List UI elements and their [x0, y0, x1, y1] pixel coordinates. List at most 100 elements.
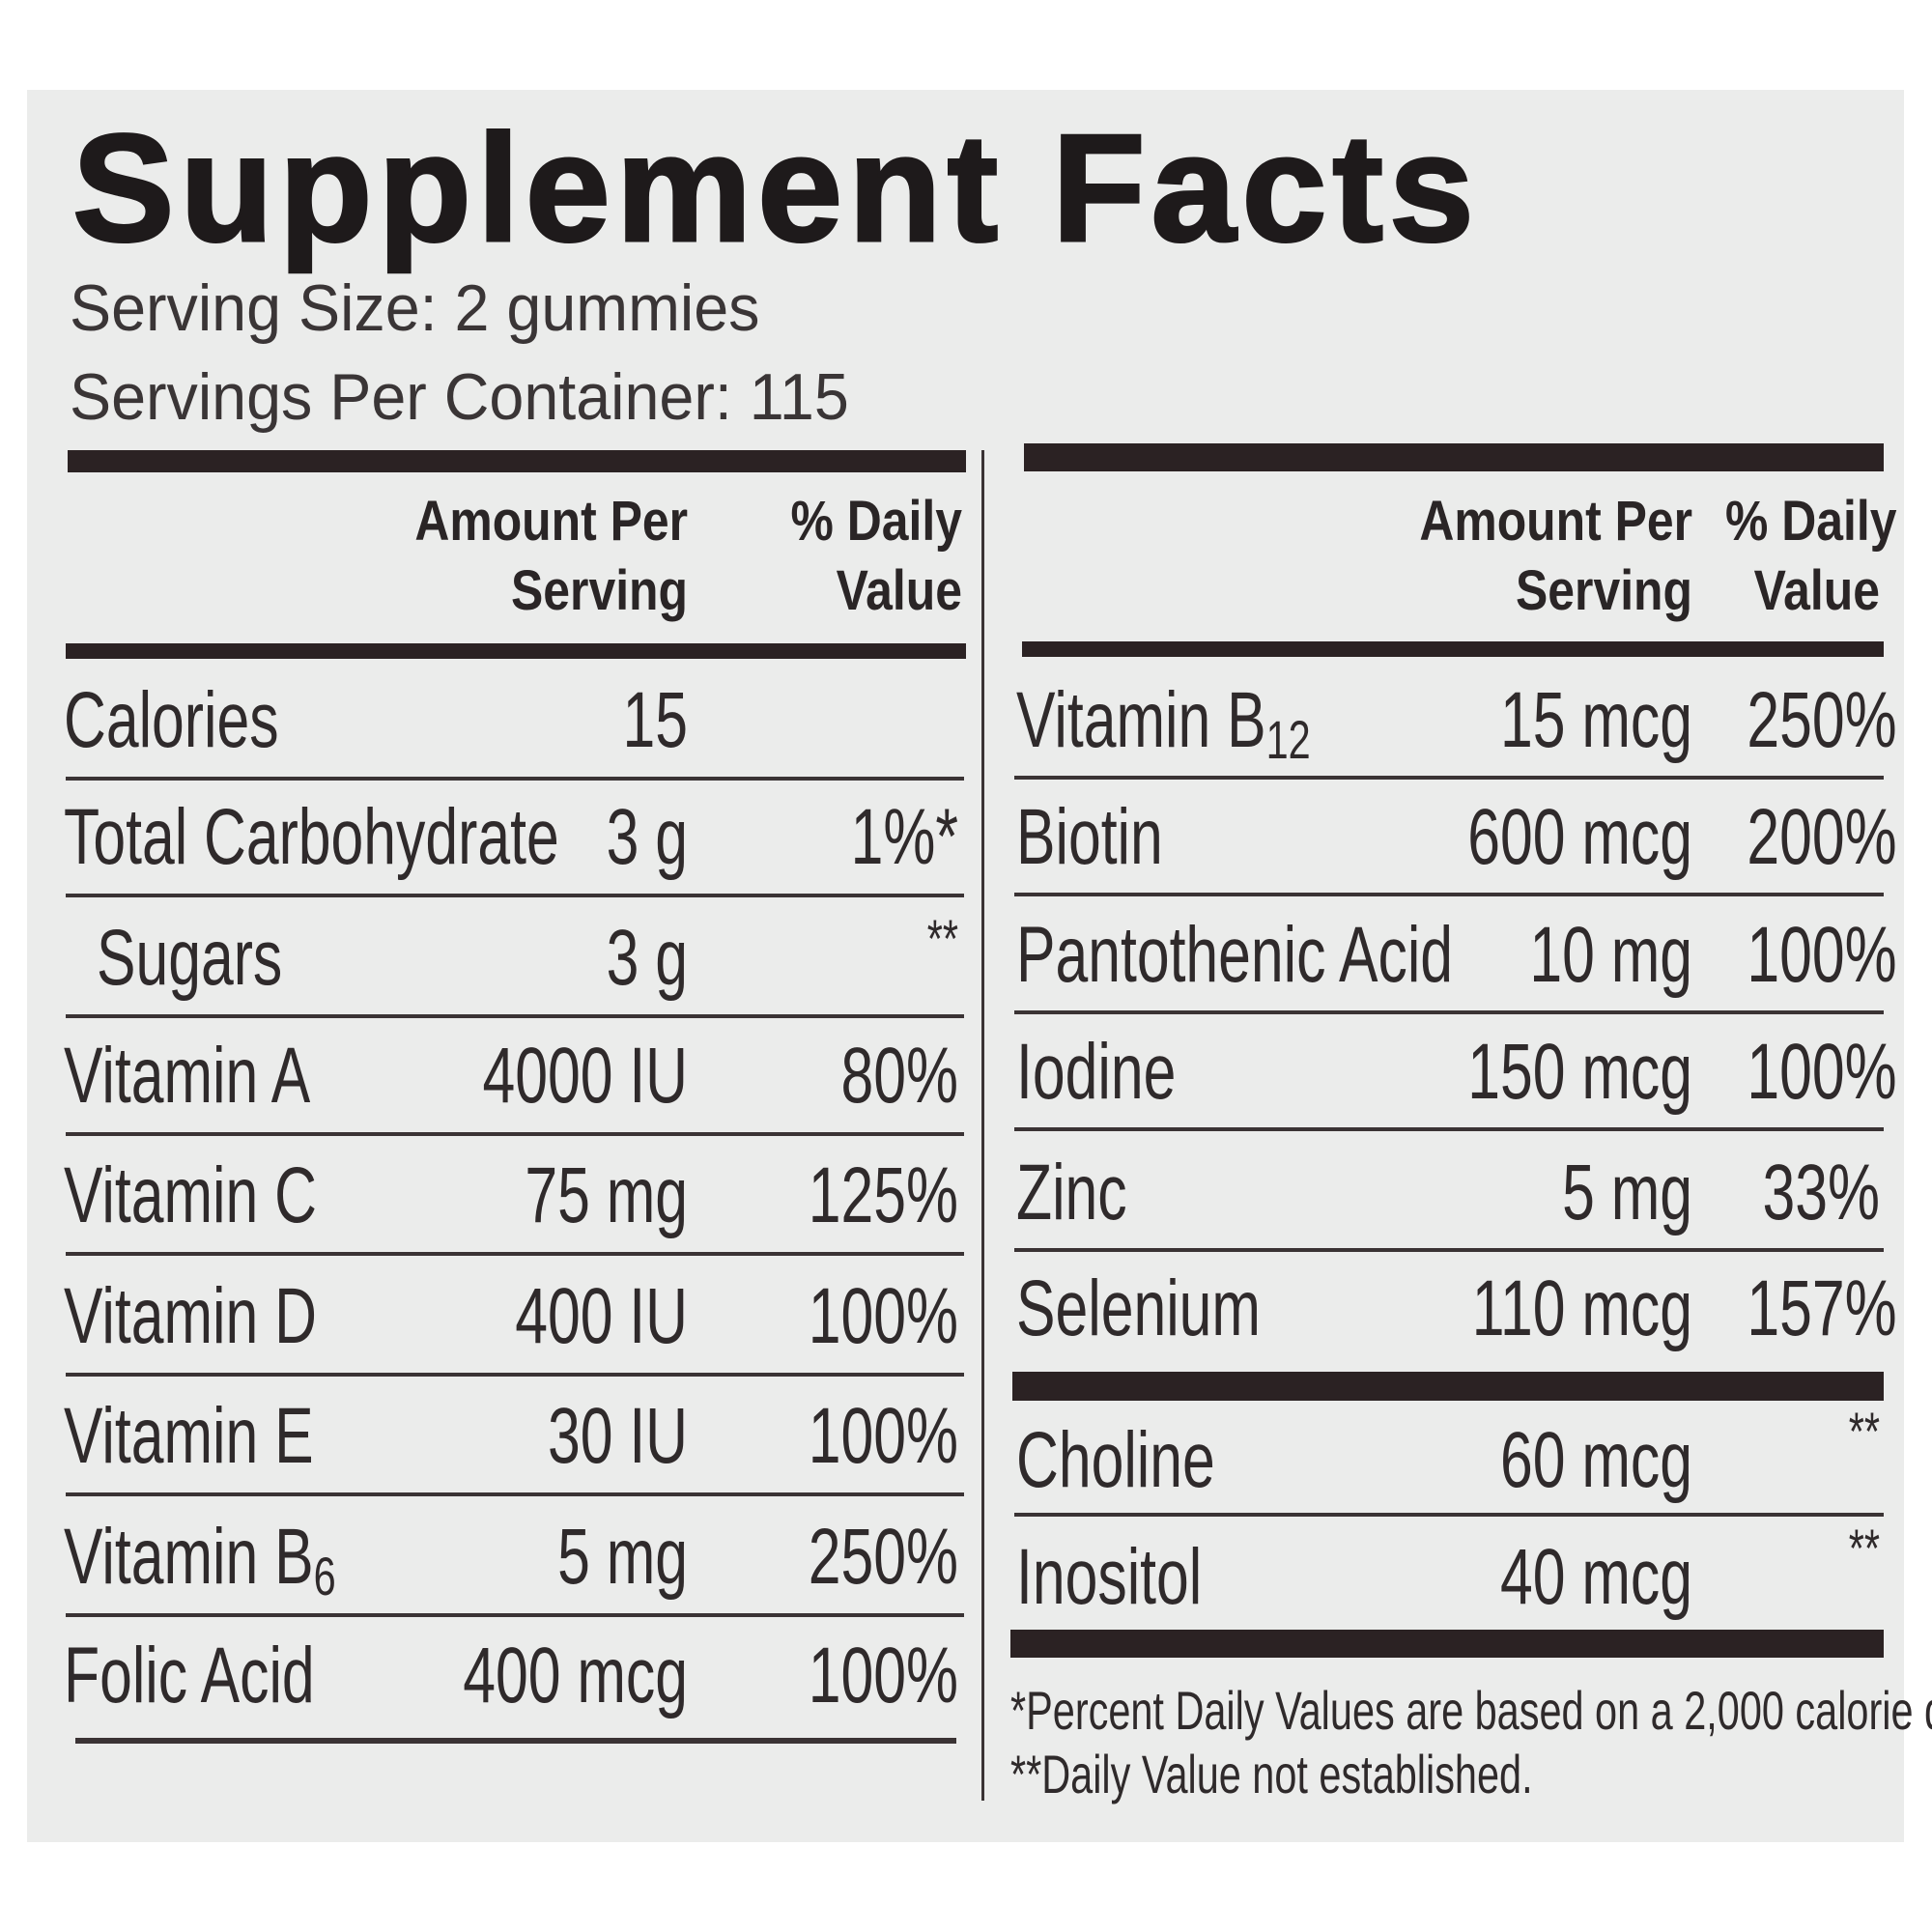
- nutrient-name-text: Vitamin A: [64, 1032, 311, 1120]
- nutrient-daily-value: **: [1848, 1518, 1880, 1578]
- nutrient-name: Vitamin B6: [64, 1509, 336, 1625]
- nutrient-amount: 15: [622, 676, 688, 764]
- nutrient-name: Folic Acid: [64, 1628, 315, 1724]
- nutrient-name: Vitamin C: [64, 1148, 317, 1244]
- nutrient-amount: 3 g: [606, 914, 688, 1002]
- row-divider: [1014, 776, 1884, 780]
- servings-per-container: Servings Per Container: 115: [70, 360, 849, 434]
- nutrient-name-text: Biotin: [1016, 793, 1163, 881]
- nutrient-name: Pantothenic Acid: [1016, 907, 1453, 1004]
- nutrient-amount: 4000 IU: [482, 1032, 688, 1120]
- nutrient-name: Biotin: [1016, 789, 1163, 886]
- divider-thick: [1010, 1630, 1884, 1658]
- header-amount-line2: Serving: [1516, 559, 1692, 622]
- nutrient-daily-value: 100%: [1747, 1028, 1897, 1116]
- nutrient-name: Inositol: [1016, 1529, 1202, 1626]
- row-divider: [1014, 1248, 1884, 1252]
- nutrient-daily-value: 100%: [808, 1392, 958, 1480]
- nutrient-name: Zinc: [1016, 1145, 1127, 1241]
- nutrient-name-text: Vitamin E: [64, 1392, 314, 1480]
- divider-thick: [68, 450, 966, 472]
- nutrient-name-text: Vitamin D: [64, 1272, 317, 1360]
- nutrient-name-text: Sugars: [97, 914, 283, 1002]
- nutrient-name-text: Zinc: [1016, 1149, 1127, 1236]
- nutrient-name-text: Inositol: [1016, 1533, 1203, 1621]
- nutrient-daily-value: 100%: [808, 1632, 958, 1719]
- divider-medium: [1022, 641, 1884, 657]
- row-divider: [1014, 893, 1884, 896]
- divider-thick: [1012, 1372, 1884, 1401]
- nutrient-name: Vitamin D: [64, 1268, 317, 1365]
- nutrient-amount: 75 mg: [525, 1151, 688, 1239]
- nutrient-name-text: Vitamin C: [64, 1151, 317, 1239]
- nutrient-subscript: 12: [1265, 709, 1311, 770]
- header-daily-value: % Daily Value: [766, 487, 962, 626]
- row-divider: [66, 1252, 964, 1256]
- nutrient-name-text: Pantothenic Acid: [1016, 911, 1454, 999]
- nutrient-amount: 5 mg: [557, 1513, 688, 1601]
- nutrient-name: Iodine: [1016, 1024, 1176, 1121]
- nutrient-amount: 110 mcg: [1471, 1264, 1692, 1352]
- nutrient-amount: 30 IU: [547, 1392, 688, 1480]
- nutrient-subscript: 6: [313, 1546, 336, 1606]
- nutrient-amount: 5 mg: [1562, 1149, 1692, 1236]
- header-amount-right: Amount Per Serving: [1400, 487, 1692, 626]
- row-divider: [66, 1014, 964, 1018]
- nutrient-amount: 150 mcg: [1467, 1028, 1692, 1116]
- nutrient-name: Sugars: [97, 910, 282, 1007]
- header-dv-line1: % Daily: [790, 490, 962, 553]
- nutrient-name-text: Total Carbohydrate: [64, 793, 559, 881]
- nutrient-daily-value: 250%: [808, 1513, 958, 1601]
- nutrient-amount: 400 mcg: [463, 1632, 688, 1719]
- nutrient-name-text: Folic Acid: [64, 1632, 315, 1719]
- nutrient-amount: 60 mcg: [1500, 1416, 1692, 1504]
- row-divider: [1014, 1010, 1884, 1014]
- header-amount-line1: Amount Per: [414, 490, 688, 553]
- nutrient-name-text: Selenium: [1016, 1264, 1261, 1352]
- nutrient-daily-value: 1%*: [850, 793, 958, 881]
- nutrient-daily-value: **: [1848, 1401, 1880, 1462]
- nutrient-daily-value: 125%: [808, 1151, 958, 1239]
- nutrient-amount: 15 mcg: [1500, 676, 1692, 764]
- nutrient-name: Vitamin B12: [1016, 672, 1311, 788]
- nutrient-name-text: Choline: [1016, 1416, 1215, 1504]
- nutrient-name-text: Vitamin B: [1016, 676, 1266, 764]
- serving-size: Serving Size: 2 gummies: [70, 271, 760, 345]
- nutrient-name: Selenium: [1016, 1261, 1261, 1357]
- nutrient-name: Choline: [1016, 1412, 1215, 1509]
- nutrient-daily-value: 80%: [840, 1032, 958, 1120]
- page-title: Supplement Facts: [71, 102, 1480, 275]
- nutrient-name-text: Calories: [64, 676, 279, 764]
- row-divider: [66, 777, 964, 781]
- header-dv-line2: Value: [1753, 559, 1880, 622]
- nutrient-name: Vitamin A: [64, 1028, 310, 1124]
- header-amount-line2: Serving: [511, 559, 688, 622]
- supplement-facts-panel: [27, 90, 1904, 1842]
- nutrient-daily-value: **: [926, 908, 958, 969]
- nutrient-daily-value: 157%: [1747, 1264, 1897, 1352]
- header-daily-value-right: % Daily Value: [1725, 487, 1896, 626]
- row-divider: [1014, 1127, 1884, 1131]
- nutrient-name-text: Vitamin B: [64, 1513, 314, 1601]
- footnote-percent-dv: *Percent Daily Values are based on a 2,0…: [1010, 1680, 1932, 1741]
- divider-thick: [1024, 443, 1884, 471]
- row-divider: [1014, 1513, 1884, 1517]
- nutrient-name: Vitamin E: [64, 1388, 314, 1485]
- nutrient-daily-value: 100%: [808, 1272, 958, 1360]
- row-divider: [75, 1738, 956, 1744]
- row-divider: [66, 1492, 964, 1496]
- nutrient-name: Total Carbohydrate: [64, 789, 559, 886]
- row-divider: [66, 1132, 964, 1136]
- row-divider: [66, 894, 964, 897]
- nutrient-daily-value: 250%: [1747, 676, 1897, 764]
- header-dv-line1: % Daily: [1725, 490, 1897, 553]
- nutrient-amount: 3 g: [606, 793, 688, 881]
- nutrient-amount: 400 IU: [515, 1272, 688, 1360]
- nutrient-amount: 10 mg: [1529, 911, 1692, 999]
- column-divider: [981, 450, 984, 1801]
- nutrient-daily-value: 33%: [1762, 1149, 1880, 1236]
- nutrient-name-text: Iodine: [1016, 1028, 1177, 1116]
- nutrient-daily-value: 200%: [1747, 793, 1897, 881]
- row-divider: [66, 1373, 964, 1377]
- footnote-dv-not-established: **Daily Value not established.: [1010, 1744, 1533, 1804]
